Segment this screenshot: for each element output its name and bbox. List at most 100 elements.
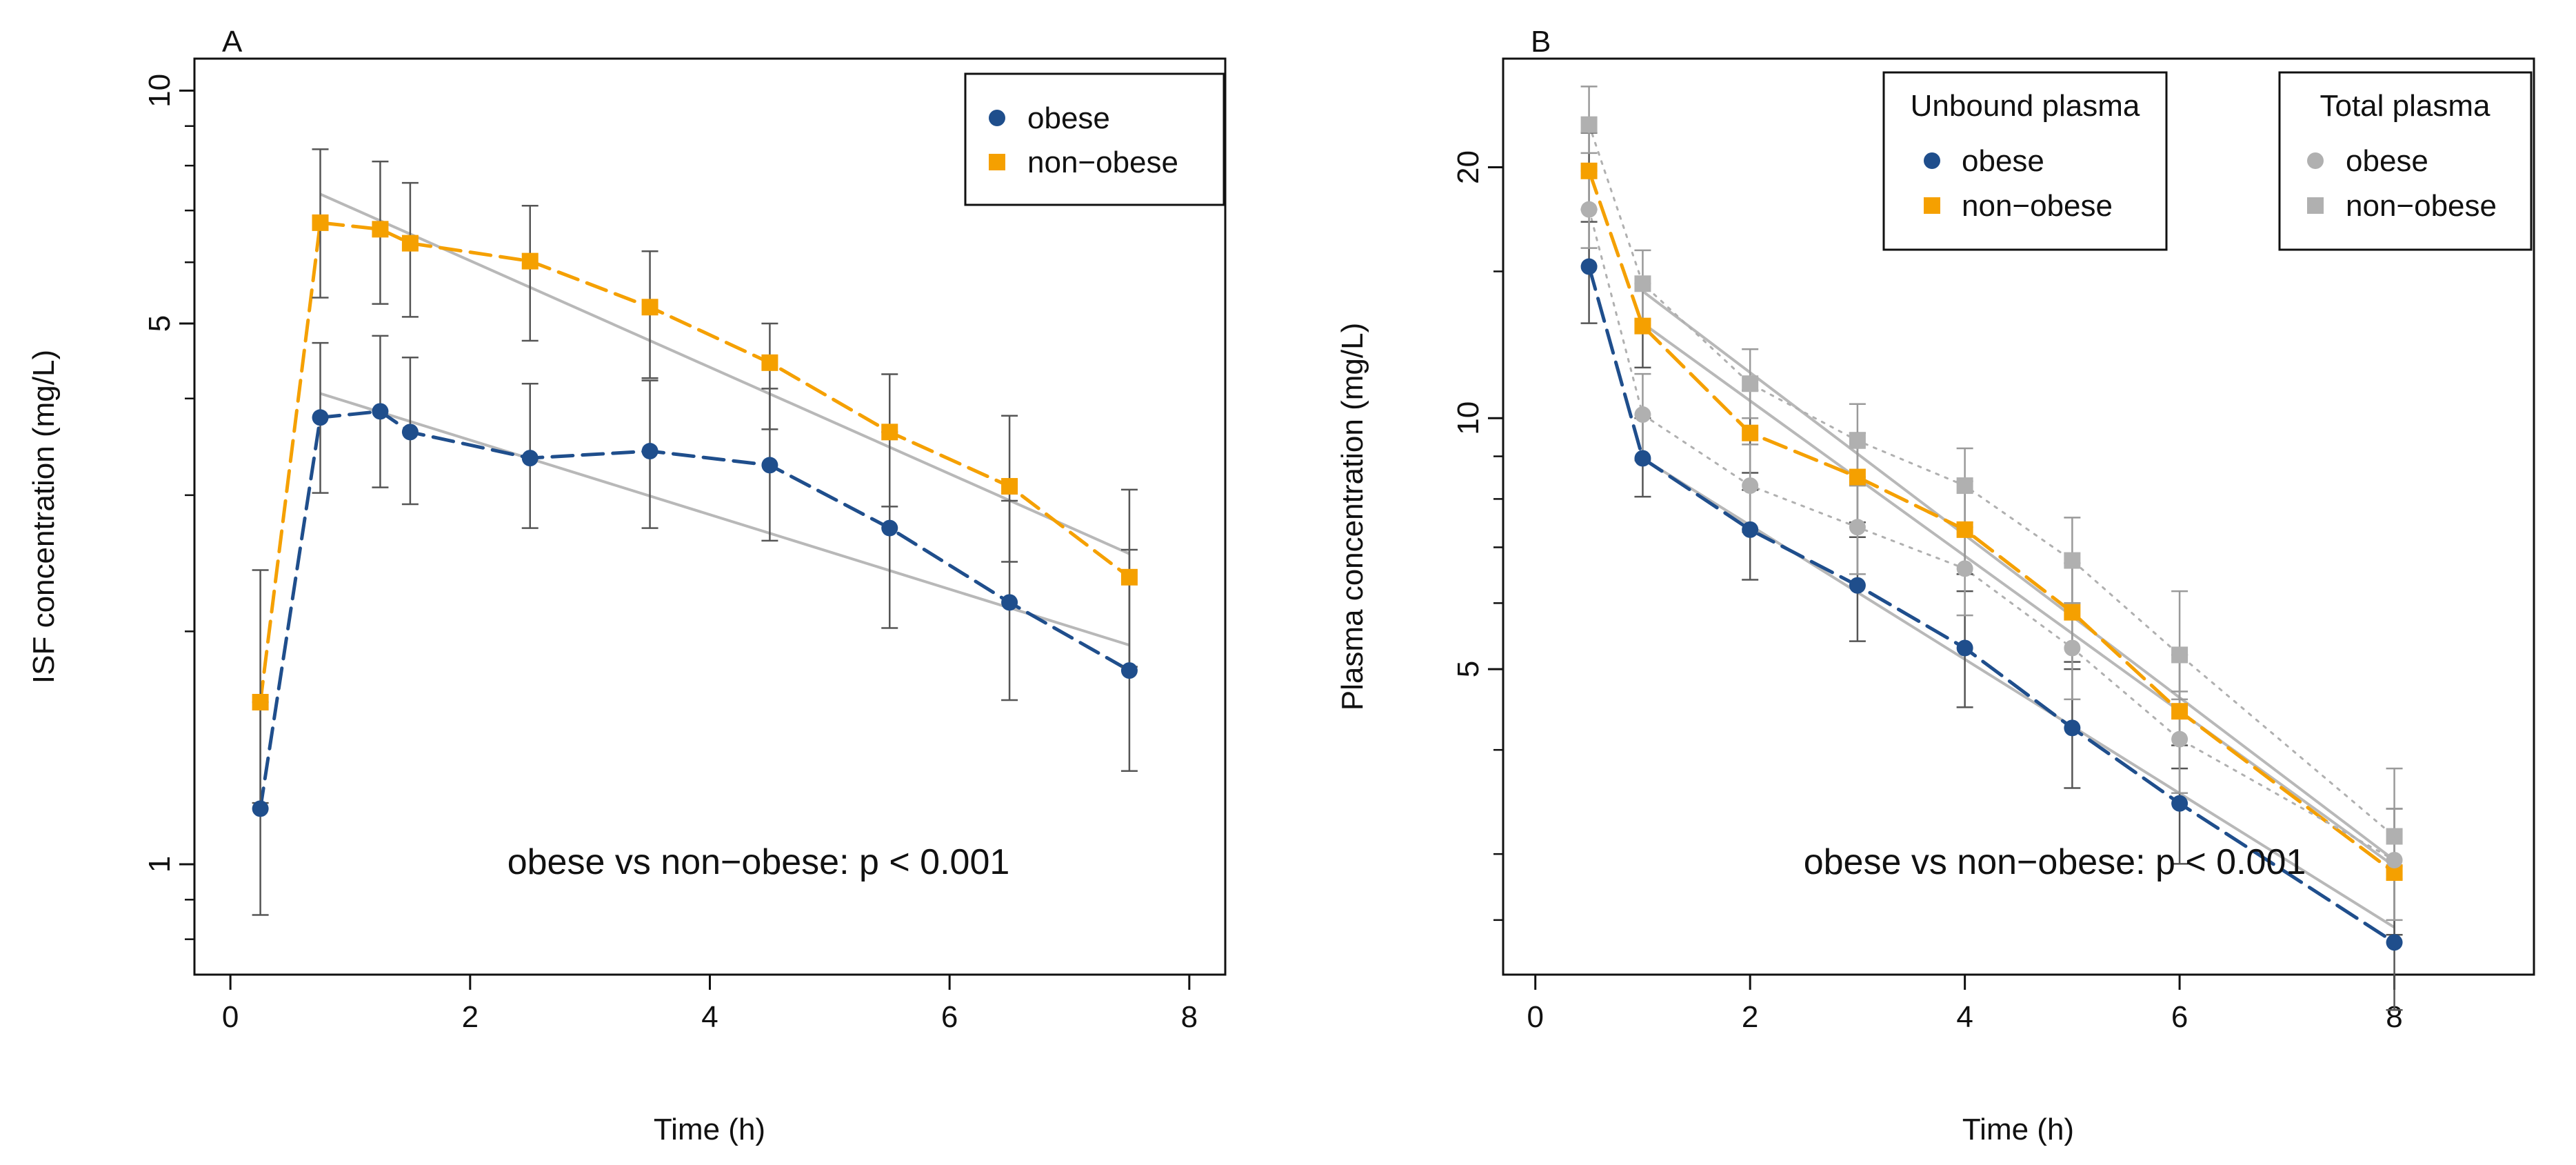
panel-a-obese-point: [881, 519, 898, 537]
legend-b-unbound-obese-label: obese: [1962, 144, 2044, 178]
panel-a-non-obese-point: [252, 694, 269, 711]
panel-a-obese-fit-line: [319, 392, 1130, 647]
legend-b-total-non-obese-label: non−obese: [2346, 189, 2497, 223]
legend-a-obese-label: obese: [1027, 101, 1110, 135]
panel-b-ylabel: Plasma concentration (mg/L): [1336, 323, 1369, 710]
panel-b-xtick-label-6: 6: [2171, 1000, 2188, 1034]
panel-b-non-obese-total-point: [1742, 375, 1759, 392]
panel-a-obese-point: [312, 409, 329, 426]
panel-b-non-obese-unbound-line: [1587, 169, 2397, 875]
panel-b-obese-unbound-point: [2064, 719, 2081, 737]
legend-a-non-obese-marker: [989, 154, 1005, 170]
panel-a-obese-point: [1120, 662, 1138, 679]
legend-b-unbound-non-obese-label: non−obese: [1962, 189, 2113, 223]
panel-b-xtick-label-2: 2: [1742, 1000, 1758, 1034]
panel-b-obese-total-point: [1849, 519, 1866, 536]
panel-a-non-obese-point: [521, 252, 539, 270]
panel-b-non-obese-unbound-point: [1742, 424, 1759, 441]
panel-a-obese-point: [252, 800, 269, 817]
panel-a-non-obese-point: [372, 221, 389, 238]
panel-a-obese-point: [1001, 594, 1018, 611]
panel-b-obese-unbound-point: [1742, 521, 1759, 538]
panel-a-xlabel: Time (h): [654, 1113, 765, 1146]
panel-a-ytick-label-10: 10: [143, 74, 177, 108]
panel-a-obese-point: [372, 403, 389, 420]
panel-b-obese-total-point: [2386, 851, 2403, 868]
panel-b-obese-unbound-point: [1634, 450, 1651, 467]
panel-b-non-obese-total-point: [1849, 432, 1866, 449]
panel-a-non-obese-point: [401, 235, 419, 252]
panel-b-non-obese-unbound-point: [1580, 162, 1598, 179]
panel-b-ytick-label-5: 5: [1451, 661, 1485, 677]
panel-a-legend: obese non−obese: [964, 72, 1225, 206]
panel-a-ytick-label-5: 5: [143, 315, 177, 332]
panel-b-non-obese-unbound-point: [1849, 468, 1866, 486]
panel-b-obese-total-point: [1580, 201, 1598, 218]
panel-b-non-obese-total-point: [2171, 646, 2188, 664]
legend-b-total-non-obese-marker: [2307, 197, 2324, 214]
panel-a: A 0 2 4 6 8 1 5 10 obese vs non−obese: p < 0.00…: [27, 25, 1227, 1146]
panel-b-obese-total-point: [2064, 639, 2081, 657]
panel-a-obese-point: [401, 424, 419, 441]
panel-a-xtick-label-4: 4: [701, 1000, 718, 1034]
panel-b-obese-unbound-line: [1587, 265, 2397, 944]
panel-a-non-obese-point: [1120, 568, 1138, 586]
panel-b-obese-total-point: [1742, 477, 1759, 495]
panel-b-obese-unbound-point: [1849, 577, 1866, 594]
legend-a-obese-marker: [989, 110, 1005, 126]
panel-b-legend-total: Total plasma obese non−obese: [2278, 71, 2533, 251]
panel-a-obese-line: [259, 409, 1131, 810]
panel-a-xtick-label-2: 2: [462, 1000, 479, 1034]
panel-b-non-obese-total-line: [1588, 123, 2396, 838]
panel-b-xtick-label-0: 0: [1527, 1000, 1543, 1034]
panel-b-non-obese-total-point: [1956, 477, 1973, 495]
panel-b-obese-total-line: [1588, 208, 2396, 862]
panel-b-label: B: [1531, 25, 1551, 59]
legend-b-unbound-non-obese-marker: [1924, 197, 1940, 214]
panel-a-non-obese-point: [641, 299, 658, 316]
panel-a-non-obese-fit-line: [319, 192, 1130, 555]
panel-b-xlabel: Time (h): [1962, 1113, 2074, 1146]
panel-b-annotation: obese vs non−obese: p < 0.001: [1804, 842, 2306, 882]
panel-b-obese-total-point: [1634, 406, 1651, 424]
legend-b-total-obese-marker: [2307, 152, 2324, 169]
panel-b-obese-total-point: [2171, 730, 2188, 748]
panel-b-obese-unbound-point: [1580, 258, 1598, 275]
panel-b-obese-total-point: [1956, 560, 1973, 577]
panel-a-xtick-label-0: 0: [222, 1000, 239, 1034]
panel-a-annotation: obese vs non−obese: p < 0.001: [507, 842, 1010, 882]
panel-b-ytick-label-10: 10: [1451, 401, 1485, 435]
panel-b-non-obese-total-point: [2386, 828, 2403, 845]
panel-a-xtick-label-6: 6: [941, 1000, 958, 1034]
panel-b-non-obese-total-fit-line: [1642, 290, 2395, 862]
legend-b-unbound-obese-marker: [1924, 152, 1940, 169]
panel-b-non-obese-unbound-point: [1634, 317, 1651, 335]
panel-b-non-obese-total-point: [1580, 116, 1598, 133]
panel-b-ytick-label-20: 20: [1451, 150, 1485, 184]
panel-b-plot-frame: [1502, 57, 2535, 976]
panel-a-ylabel: ISF concentration (mg/L): [27, 350, 61, 684]
panel-b-xtick-label-4: 4: [1956, 1000, 1973, 1034]
panel-a-obese-point: [761, 457, 778, 474]
legend-a-non-obese-label: non−obese: [1027, 146, 1178, 179]
panel-b-obese-unbound-point: [2171, 795, 2188, 812]
panel-b-non-obese-unbound-point: [2171, 703, 2188, 720]
panel-b-non-obese-total-point: [2064, 552, 2081, 569]
panel-b-non-obese-unbound-fit-line: [1642, 321, 2395, 868]
panel-a-non-obese-point: [761, 354, 778, 371]
panel-a-non-obese-point: [312, 214, 329, 231]
panel-a-legend-box: [964, 72, 1225, 206]
panel-a-non-obese-point: [1001, 478, 1018, 495]
panel-b-non-obese-unbound-point: [1956, 521, 1973, 538]
panel-b-obese-unbound-fit-line: [1642, 457, 2395, 929]
legend-b-total-obese-label: obese: [2346, 144, 2428, 178]
panel-a-non-obese-point: [881, 424, 898, 441]
panel-a-obese-point: [521, 450, 539, 467]
panel-a-ytick-label-1: 1: [143, 856, 177, 873]
panel-a-non-obese-line: [259, 221, 1131, 704]
panel-b-non-obese-unbound-point: [2064, 604, 2081, 621]
panel-b-non-obese-total-point: [1634, 275, 1651, 292]
legend-b-unbound-title: Unbound plasma: [1911, 89, 2140, 123]
